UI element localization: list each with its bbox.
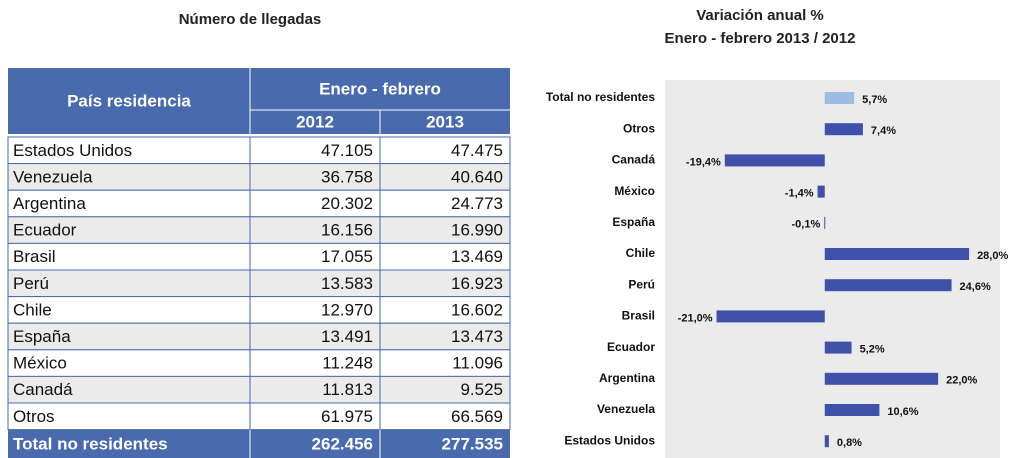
- y-tick-label: Total no residentes: [546, 90, 655, 104]
- cell: España: [13, 327, 71, 346]
- bar: [824, 216, 826, 229]
- cell: 66.569: [451, 407, 503, 426]
- chart-subtitle: Enero - febrero 2013 / 2012: [665, 30, 856, 47]
- cell: Venezuela: [13, 167, 93, 186]
- cell: 11.096: [452, 354, 503, 373]
- cell: 13.469: [451, 247, 503, 266]
- data-label: -1,4%: [785, 188, 814, 200]
- cell: 24.773: [451, 194, 503, 213]
- cell: Chile: [13, 300, 52, 319]
- table-row: [7, 242, 511, 271]
- data-label: 0,8%: [837, 437, 862, 449]
- data-label: 28,0%: [977, 250, 1008, 262]
- data-label: 7,4%: [871, 125, 896, 137]
- table-title: Número de llegadas: [179, 11, 322, 28]
- y-tick-label: México: [614, 184, 655, 198]
- cell: 16.602: [451, 300, 503, 319]
- table-row: [7, 296, 511, 324]
- table-row: [7, 402, 511, 431]
- y-tick-label: España: [612, 215, 655, 229]
- y-tick-label: Venezuela: [597, 402, 655, 416]
- cell: 16.990: [451, 221, 503, 240]
- cell: 16.156: [321, 221, 373, 240]
- total-cell: 277.535: [442, 434, 503, 453]
- data-label: 10,6%: [887, 406, 918, 418]
- cell: 36.758: [321, 167, 373, 186]
- y-tick-label: Ecuador: [607, 340, 655, 354]
- header-cell: Enero - febrero: [319, 79, 441, 98]
- table-row: [7, 216, 511, 244]
- y-tick-label: Estados Unidos: [564, 433, 655, 447]
- y-tick-label: Brasil: [622, 309, 655, 323]
- total-cell: 262.456: [312, 434, 373, 453]
- table-row: [7, 269, 511, 298]
- cell: 13.473: [451, 327, 503, 346]
- total-row: [8, 429, 510, 458]
- chart-title: Variación anual %: [696, 7, 824, 24]
- cell: 40.640: [451, 167, 503, 186]
- total-cell: Total no residentes: [13, 434, 168, 453]
- cell: México: [13, 354, 67, 373]
- bar: [824, 123, 863, 136]
- y-tick-label: Canadá: [612, 153, 656, 167]
- cell: 61.975: [321, 407, 373, 426]
- bar: [724, 154, 825, 167]
- bar: [716, 310, 825, 323]
- cell: 12.970: [321, 300, 373, 319]
- header-cell: 2012: [296, 112, 334, 131]
- header-bg: [8, 68, 510, 134]
- data-label: 5,2%: [860, 344, 885, 356]
- header-cell: País residencia: [67, 91, 191, 110]
- bar: [824, 435, 829, 448]
- data-label: -19,4%: [686, 156, 721, 168]
- cell: 13.583: [321, 274, 373, 293]
- y-tick-label: Chile: [626, 246, 656, 260]
- bar: [824, 92, 855, 104]
- y-tick-label: Otros: [623, 121, 655, 135]
- cell: 11.248: [322, 354, 373, 373]
- cell: 9.525: [460, 380, 503, 399]
- bar: [817, 185, 825, 198]
- bar: [824, 279, 952, 292]
- cell: 47.105: [321, 141, 373, 160]
- data-label: 24,6%: [960, 281, 991, 293]
- data-label: -0,1%: [792, 219, 821, 231]
- cell: 47.475: [451, 141, 503, 160]
- cell: 20.302: [321, 194, 373, 213]
- y-tick-label: Perú: [628, 277, 655, 291]
- header-cell: 2013: [426, 112, 464, 131]
- data-label: 22,0%: [946, 375, 977, 387]
- table-row: [7, 375, 511, 404]
- bar: [824, 404, 880, 416]
- bar: [824, 248, 970, 260]
- cell: Estados Unidos: [13, 141, 132, 160]
- data-label: -21,0%: [678, 312, 713, 324]
- cell: Brasil: [13, 247, 56, 266]
- table-row: [7, 322, 511, 351]
- cell: Canadá: [13, 380, 73, 399]
- cell: Ecuador: [13, 221, 77, 240]
- cell: 16.923: [451, 274, 503, 293]
- table-row: [7, 349, 511, 377]
- cell: Otros: [13, 407, 55, 426]
- cell: 17.055: [321, 247, 373, 266]
- plot-area: [665, 80, 1000, 458]
- data-label: 5,7%: [862, 94, 887, 106]
- cell: Argentina: [13, 194, 86, 213]
- cell: Perú: [13, 274, 49, 293]
- y-tick-label: Argentina: [599, 371, 655, 385]
- cell: 13.491: [321, 327, 373, 346]
- bar: [824, 341, 852, 354]
- bar: [824, 372, 939, 385]
- cell: 11.813: [322, 380, 373, 399]
